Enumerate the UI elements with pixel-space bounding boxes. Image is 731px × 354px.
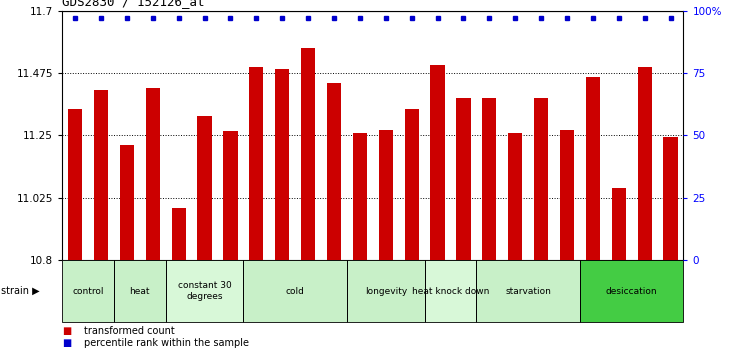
- Bar: [275, 69, 289, 260]
- Text: heat: heat: [129, 287, 150, 296]
- Bar: [243, 260, 347, 322]
- Bar: [612, 188, 626, 260]
- Bar: [68, 109, 82, 260]
- Text: ■: ■: [62, 338, 72, 348]
- Text: GDS2830 / 152126_at: GDS2830 / 152126_at: [62, 0, 205, 8]
- Bar: [145, 88, 160, 260]
- Bar: [456, 98, 471, 260]
- Bar: [637, 68, 652, 260]
- Bar: [353, 133, 367, 260]
- Text: constant 30
degrees: constant 30 degrees: [178, 281, 232, 301]
- Bar: [172, 207, 186, 260]
- Bar: [62, 260, 114, 322]
- Bar: [586, 77, 600, 260]
- Bar: [425, 260, 477, 322]
- Bar: [120, 145, 134, 260]
- Text: starvation: starvation: [505, 287, 551, 296]
- Bar: [580, 260, 683, 322]
- Text: cold: cold: [286, 287, 305, 296]
- Bar: [249, 68, 263, 260]
- Text: heat knock down: heat knock down: [412, 287, 489, 296]
- Text: desiccation: desiccation: [606, 287, 657, 296]
- Bar: [301, 48, 315, 260]
- Text: percentile rank within the sample: percentile rank within the sample: [84, 338, 249, 348]
- Bar: [223, 131, 238, 260]
- Bar: [664, 137, 678, 260]
- Bar: [508, 133, 523, 260]
- Bar: [197, 116, 212, 260]
- Bar: [347, 260, 425, 322]
- Text: control: control: [72, 287, 104, 296]
- Text: transformed count: transformed count: [84, 326, 175, 336]
- Bar: [327, 83, 341, 260]
- Bar: [482, 98, 496, 260]
- Text: strain ▶: strain ▶: [1, 286, 39, 296]
- Bar: [560, 130, 574, 260]
- Text: ■: ■: [62, 326, 72, 336]
- Bar: [431, 65, 444, 260]
- Bar: [94, 90, 108, 260]
- Bar: [114, 260, 166, 322]
- Bar: [404, 109, 419, 260]
- Bar: [534, 98, 548, 260]
- Bar: [379, 130, 393, 260]
- Bar: [166, 260, 243, 322]
- Text: longevity: longevity: [365, 287, 407, 296]
- Bar: [477, 260, 580, 322]
